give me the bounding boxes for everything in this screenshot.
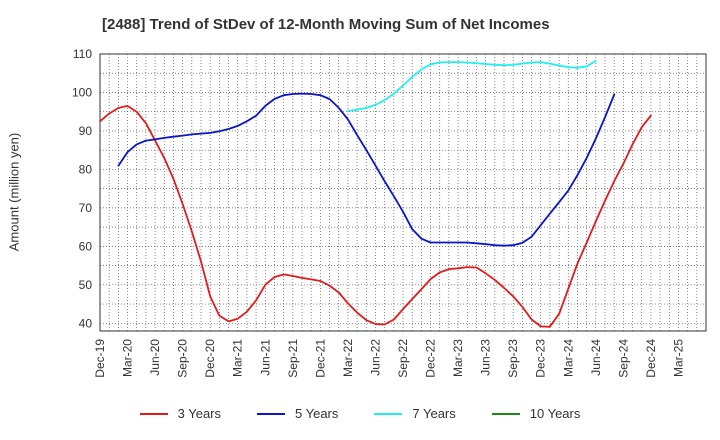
y-tick-label: 90 bbox=[79, 124, 93, 138]
x-tick-label: Dec-24 bbox=[644, 339, 658, 378]
chart-title: [2488] Trend of StDev of 12-Month Moving… bbox=[102, 16, 550, 33]
y-tick-label: 60 bbox=[79, 239, 93, 253]
y-tick-label: 50 bbox=[79, 278, 93, 292]
x-tick-label: Jun-22 bbox=[368, 339, 382, 376]
legend-label-3-years: 3 Years bbox=[177, 406, 221, 421]
plot-frame bbox=[99, 53, 707, 332]
x-tick-label: Mar-25 bbox=[671, 339, 685, 377]
x-tick-label: Dec-22 bbox=[424, 339, 438, 378]
legend-item-3-years: 3 Years bbox=[139, 406, 221, 421]
legend-item-10-years: 10 Years bbox=[491, 406, 581, 421]
x-tick-label: Sep-24 bbox=[616, 339, 630, 378]
series-line-5-years bbox=[117, 92, 616, 247]
y-tick-label: 100 bbox=[72, 85, 92, 99]
y-tick-label: 110 bbox=[73, 47, 92, 61]
series-line-7-years bbox=[346, 60, 597, 112]
x-tick-label: Mar-24 bbox=[561, 339, 575, 377]
legend-swatch-5-years bbox=[257, 412, 285, 415]
legend-swatch-7-years bbox=[374, 412, 403, 415]
legend-label-5-years: 5 Years bbox=[295, 406, 339, 421]
x-tick-label: Sep-20 bbox=[176, 339, 190, 378]
legend-item-5-years: 5 Years bbox=[257, 406, 338, 421]
y-tick-label: 40 bbox=[79, 316, 93, 330]
series-line-3-years bbox=[99, 105, 652, 328]
x-tick-label: Mar-21 bbox=[231, 339, 245, 377]
x-tick-label: Sep-23 bbox=[506, 339, 520, 378]
y-tick-label: 70 bbox=[79, 201, 93, 215]
x-tick-label: Jun-21 bbox=[258, 339, 272, 376]
x-tick-label: Sep-22 bbox=[396, 339, 410, 378]
x-tick-label: Mar-22 bbox=[341, 339, 355, 377]
legend: 3 Years 5 Years 7 Years 10 Years bbox=[0, 406, 720, 421]
x-tick-label: Jun-20 bbox=[148, 339, 162, 376]
x-tick-label: Jun-24 bbox=[589, 339, 603, 376]
x-tick-label: Mar-20 bbox=[121, 339, 135, 377]
x-tick-label: Dec-20 bbox=[203, 339, 217, 378]
x-tick-label: Mar-23 bbox=[451, 339, 465, 377]
x-tick-label: Dec-21 bbox=[313, 339, 327, 378]
legend-label-7-years: 7 Years bbox=[412, 406, 456, 421]
legend-swatch-10-years bbox=[491, 412, 520, 415]
legend-label-10-years: 10 Years bbox=[529, 406, 581, 421]
x-tick-label: Sep-21 bbox=[286, 339, 300, 378]
x-tick-label: Jun-23 bbox=[479, 339, 493, 376]
x-tick-label: Dec-23 bbox=[534, 339, 548, 378]
x-tick-label: Dec-19 bbox=[93, 339, 107, 378]
legend-swatch-3-years bbox=[139, 412, 168, 415]
y-tick-label: 80 bbox=[79, 162, 93, 176]
legend-item-7-years: 7 Years bbox=[374, 406, 456, 421]
